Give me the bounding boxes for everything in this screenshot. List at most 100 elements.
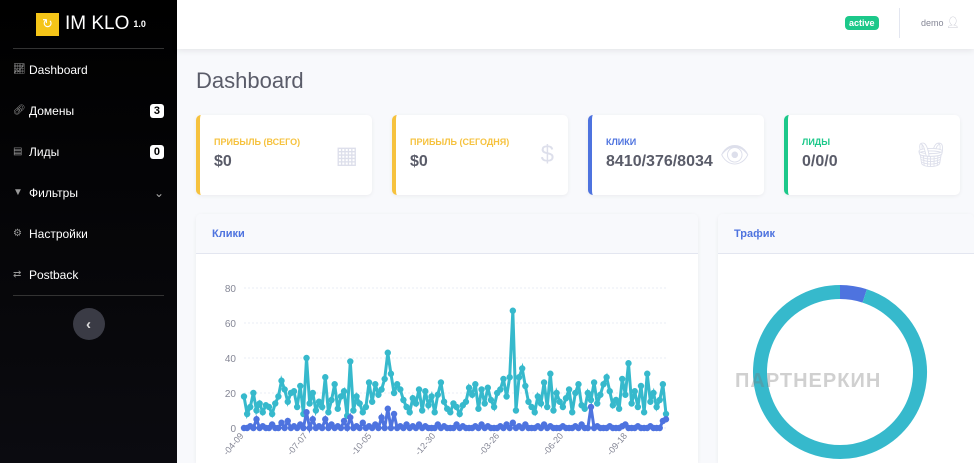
data-point <box>500 375 507 383</box>
data-point <box>600 381 607 388</box>
sidebar-item-postback[interactable]: ⇄ Postback <box>0 254 177 295</box>
data-point <box>606 388 613 395</box>
basket-icon: ▤ <box>13 146 23 157</box>
data-point <box>397 386 404 393</box>
card-leads: Лиды 0/0/0 🧺︎ <box>784 115 960 195</box>
data-point <box>406 409 413 416</box>
watermark: ПАРТНЕРКИН <box>735 370 882 392</box>
data-point <box>434 391 442 398</box>
data-point <box>472 381 479 388</box>
gear-icon: ⚙ <box>13 228 22 239</box>
data-point <box>597 391 604 398</box>
exchange-icon: ⇄ <box>13 269 22 280</box>
data-point <box>322 374 329 381</box>
sidebar: ↻ IM KLO 1.0 📈︎ Dashboard 🔗︎ Домены 3 ▤ Лиды 0 … <box>0 0 177 463</box>
data-point <box>384 349 391 356</box>
label: Лиды <box>29 144 60 159</box>
data-point <box>318 424 326 432</box>
data-point <box>365 379 373 386</box>
data-point <box>506 424 513 432</box>
series-line <box>242 310 668 420</box>
data-point <box>375 424 382 432</box>
data-point <box>456 410 463 418</box>
data-point <box>572 389 579 397</box>
data-point <box>612 396 620 404</box>
data-point <box>362 403 370 411</box>
data-point <box>644 370 651 377</box>
data-point <box>515 374 523 381</box>
data-point <box>343 424 351 432</box>
data-point <box>425 402 432 409</box>
data-point <box>565 386 573 393</box>
sidebar-item-leads[interactable]: ▤ Лиды 0 <box>0 131 177 172</box>
data-point <box>628 400 635 407</box>
data-point <box>256 400 263 407</box>
card-profit-today: Прибыль (сегодня) $0 $ <box>392 115 568 195</box>
data-point <box>387 370 395 377</box>
data-point <box>412 400 420 407</box>
data-point <box>328 396 335 404</box>
label: Домены <box>29 103 75 118</box>
y-tick-label: 0 <box>230 424 236 435</box>
data-point <box>247 403 254 411</box>
data-point <box>422 388 429 395</box>
data-point <box>468 391 476 398</box>
data-point <box>650 389 657 397</box>
brand[interactable]: ↻ IM KLO 1.0 <box>0 0 177 48</box>
data-point <box>653 403 660 411</box>
divider <box>13 48 164 49</box>
card-clicks: Клики 8410/376/8034 👁︎ <box>588 115 764 195</box>
sidebar-item-domains[interactable]: 🔗︎ Домены 3 <box>0 90 177 131</box>
data-point <box>509 307 517 314</box>
data-point <box>484 384 492 391</box>
data-point <box>390 389 398 397</box>
data-point <box>381 424 388 432</box>
data-point <box>378 386 385 393</box>
data-point <box>359 419 366 426</box>
data-point <box>400 396 407 404</box>
data-point <box>318 403 326 411</box>
data-point <box>250 389 257 397</box>
data-point <box>284 398 291 405</box>
data-point <box>390 410 398 418</box>
data-point <box>525 398 532 405</box>
data-point <box>278 419 285 426</box>
data-point <box>253 407 260 414</box>
data-point <box>534 393 542 400</box>
panel-title: Клики <box>196 214 698 254</box>
data-point <box>553 389 560 397</box>
data-point <box>556 398 563 405</box>
x-tick-label: -09-18 <box>605 431 629 457</box>
data-point <box>497 386 504 393</box>
data-point <box>337 393 345 400</box>
data-point <box>418 407 426 414</box>
data-point <box>243 410 251 418</box>
data-point <box>603 374 610 381</box>
data-point <box>447 409 454 416</box>
username: demo <box>921 18 944 28</box>
data-point <box>347 358 354 365</box>
data-point <box>393 381 401 388</box>
data-point <box>350 407 357 414</box>
data-point <box>428 393 435 400</box>
label: Настройки <box>29 226 88 241</box>
data-point <box>490 403 498 411</box>
data-point <box>300 424 307 432</box>
data-point <box>637 382 645 390</box>
sidebar-toggle-button[interactable]: ‹ <box>72 308 105 340</box>
data-point <box>334 405 341 412</box>
data-point <box>540 379 548 386</box>
sidebar-item-settings[interactable]: ⚙ Настройки <box>0 213 177 254</box>
data-point <box>387 424 395 432</box>
data-point <box>465 384 473 391</box>
data-point <box>581 405 588 412</box>
topbar: active demo 👤︎ <box>177 0 974 49</box>
calendar-icon: ▦ <box>335 142 358 169</box>
sidebar-item-dashboard[interactable]: 📈︎ Dashboard <box>0 49 177 90</box>
data-point <box>659 381 667 388</box>
sidebar-item-filters[interactable]: ▼ Фильтры ⌄ <box>0 172 177 213</box>
user-menu[interactable]: demo 👤︎ <box>921 16 960 29</box>
label: Postback <box>29 267 79 282</box>
data-point <box>284 417 291 425</box>
data-point <box>662 416 670 423</box>
